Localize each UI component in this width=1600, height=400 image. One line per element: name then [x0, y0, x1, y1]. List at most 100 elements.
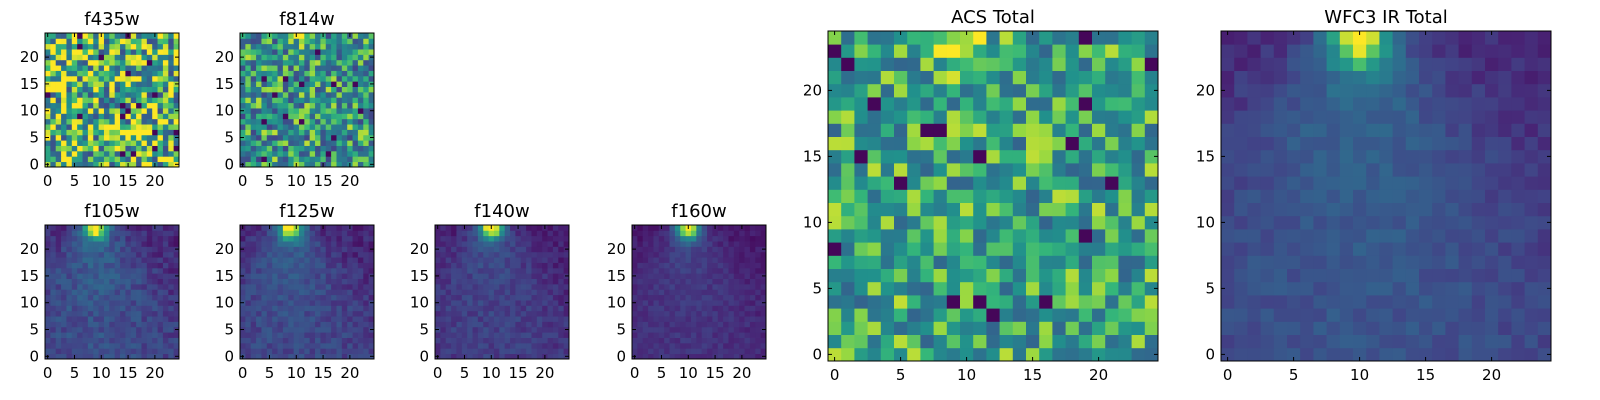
heatmap-cell [125, 108, 132, 114]
heatmap-cell [653, 294, 660, 301]
heatmap-cell [168, 241, 175, 247]
heatmap-cell [103, 251, 110, 258]
heatmap-cell [341, 59, 348, 66]
heatmap-cell [66, 43, 73, 50]
heatmap-cell [93, 230, 99, 237]
heatmap-cell [723, 294, 729, 301]
heatmap-cell [760, 342, 767, 349]
heatmap-cell [109, 316, 116, 322]
heatmap-cell [282, 310, 289, 317]
heatmap-cell [440, 326, 447, 333]
heatmap-cell [109, 97, 116, 104]
heatmap-cell [1300, 347, 1314, 362]
heatmap-cell [357, 342, 364, 349]
heatmap-cell [653, 241, 660, 247]
heatmap-cell [828, 83, 842, 98]
heatmap-cell [66, 251, 73, 258]
heatmap-cell [1260, 229, 1275, 243]
heatmap-cell [1052, 83, 1066, 98]
heatmap-cell [298, 353, 305, 360]
heatmap-cell [250, 118, 257, 125]
heatmap-cell [510, 241, 516, 247]
heatmap-cell [880, 295, 895, 309]
heatmap-cell [146, 257, 153, 263]
heatmap-cell [1039, 31, 1053, 45]
heatmap-cell [1537, 347, 1552, 362]
heatmap-cell [472, 294, 479, 301]
heatmap-cell [352, 310, 359, 317]
heatmap-cell [520, 337, 527, 344]
heatmap-cell [98, 145, 105, 152]
heatmap-cell [472, 283, 479, 290]
heatmap-cell [1537, 163, 1552, 177]
heatmap-cell [999, 242, 1014, 256]
heatmap-cell [168, 353, 175, 360]
heatmap-cell [250, 246, 257, 253]
heatmap-cell [130, 161, 137, 168]
heatmap-cell [50, 300, 57, 306]
heatmap-cell [1144, 268, 1159, 283]
x-tick-label: 15 [314, 172, 333, 190]
heatmap-cell [309, 305, 316, 312]
heatmap-cell [854, 308, 868, 322]
heatmap-cell [352, 332, 359, 338]
heatmap-cell [114, 97, 121, 104]
heatmap-cell [304, 150, 311, 157]
heatmap-cell [1260, 189, 1275, 203]
heatmap-cell [98, 267, 105, 274]
heatmap-cell [256, 86, 262, 93]
heatmap-cell [1092, 97, 1106, 111]
heatmap-cell [669, 332, 676, 338]
heatmap-cell [55, 108, 62, 114]
heatmap-cell [1221, 215, 1235, 230]
heatmap-cell [760, 289, 767, 296]
heatmap-cell [1392, 202, 1407, 217]
heatmap-cell [125, 246, 132, 253]
heatmap-cell [1511, 202, 1525, 217]
heatmap-cell [1221, 255, 1235, 269]
heatmap-cell [1392, 189, 1407, 203]
heatmap-cell [1511, 268, 1525, 283]
heatmap-cell [739, 321, 745, 328]
heatmap-cell [93, 38, 99, 45]
heatmap-cell [558, 305, 565, 312]
heatmap-cell [973, 347, 987, 362]
heatmap-cell [103, 278, 110, 285]
heatmap-cell [87, 267, 94, 274]
heatmap-cell [141, 251, 148, 258]
heatmap-cell [347, 145, 353, 152]
heatmap-cell [510, 332, 516, 338]
heatmap-cell [701, 278, 708, 285]
heatmap-cell [141, 283, 148, 290]
heatmap-cell [493, 294, 500, 301]
heatmap-cell [50, 124, 57, 130]
heatmap-cell [648, 262, 654, 269]
heatmap-cell [45, 241, 51, 247]
heatmap-cell [1092, 70, 1106, 85]
heatmap-cell [499, 337, 506, 344]
heatmap-cell [66, 294, 73, 301]
heatmap-cell [261, 241, 268, 247]
heatmap-cell [61, 129, 67, 136]
heatmap-cell [309, 129, 316, 136]
heatmap-cell [61, 145, 67, 152]
heatmap-cell [435, 337, 441, 344]
heatmap-cell [368, 70, 375, 77]
heatmap-cell [696, 353, 703, 360]
heatmap-cell [109, 113, 116, 120]
heatmap-cell [542, 342, 548, 349]
heatmap-cell [669, 289, 676, 296]
heatmap-cell [130, 102, 137, 109]
heatmap-cell [250, 241, 257, 247]
heatmap-cell [526, 353, 532, 360]
heatmap-cell [103, 140, 110, 146]
heatmap-cell [250, 33, 257, 39]
heatmap-cell [1118, 215, 1132, 230]
heatmap-cell [315, 113, 321, 120]
heatmap-cell [632, 332, 638, 338]
heatmap-cell [1471, 215, 1486, 230]
heatmap-cell [146, 129, 153, 136]
heatmap-cell [1419, 334, 1433, 349]
heatmap-cell [828, 347, 842, 362]
heatmap-cell [1537, 281, 1552, 296]
